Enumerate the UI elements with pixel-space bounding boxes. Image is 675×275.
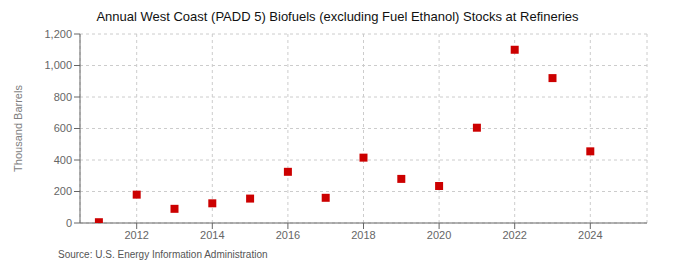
svg-text:200: 200 <box>54 185 72 197</box>
svg-text:Thousand Barrels: Thousand Barrels <box>12 85 24 172</box>
svg-text:2016: 2016 <box>276 229 300 241</box>
svg-text:2018: 2018 <box>351 229 375 241</box>
svg-text:2022: 2022 <box>502 229 526 241</box>
svg-text:2020: 2020 <box>427 229 451 241</box>
svg-text:1,200: 1,200 <box>44 28 72 40</box>
svg-text:600: 600 <box>54 122 72 134</box>
svg-text:1,000: 1,000 <box>44 59 72 71</box>
html-text:Annual West Coast (PADD 5) Bio: Annual West Coast (PADD 5) Biofuels (exc… <box>96 9 579 24</box>
svg-text:2024: 2024 <box>578 229 602 241</box>
svg-text:400: 400 <box>54 154 72 166</box>
svg-text:0: 0 <box>66 217 72 229</box>
svg-text:2012: 2012 <box>124 229 148 241</box>
svg-text:800: 800 <box>54 91 72 103</box>
svg-text:2014: 2014 <box>200 229 224 241</box>
html-text:Source: U.S. Energy Informatio: Source: U.S. Energy Information Administ… <box>58 249 268 260</box>
